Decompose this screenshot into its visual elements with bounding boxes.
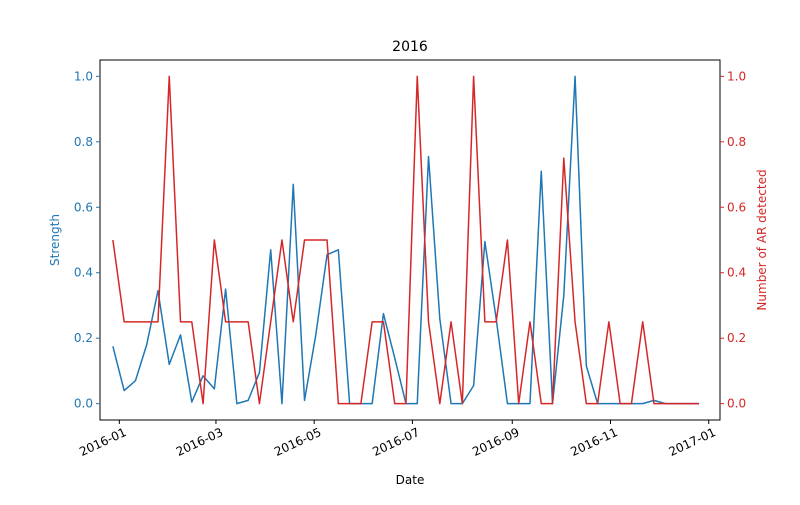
y-axis-right-label: Number of AR detected bbox=[755, 169, 769, 310]
x-tick-label: 2016-09 bbox=[470, 425, 521, 459]
y-right-tick-label: 0.8 bbox=[727, 135, 746, 149]
x-tick-label: 2016-05 bbox=[272, 425, 323, 459]
y-left-tick-label: 0.6 bbox=[74, 200, 93, 214]
y-left-tick-label: 0.4 bbox=[74, 266, 93, 280]
y-axis-left-label: Strength bbox=[48, 214, 62, 266]
y-right-tick-label: 0.2 bbox=[727, 331, 746, 345]
y-right-tick-label: 0.6 bbox=[727, 200, 746, 214]
series-line-left bbox=[112, 75, 700, 405]
plot-frame bbox=[99, 59, 721, 421]
x-tick-label: 2016-03 bbox=[174, 425, 225, 459]
y-left-tick-label: 1.0 bbox=[74, 69, 93, 83]
y-right-tick-label: 0.4 bbox=[727, 266, 746, 280]
y-right-tick-label: 0.0 bbox=[727, 397, 746, 411]
y-right-tick-label: 1.0 bbox=[727, 69, 746, 83]
y-left-tick-label: 0.8 bbox=[74, 135, 93, 149]
x-tick-label: 2016-01 bbox=[77, 425, 128, 459]
y-left-tick-label: 0.0 bbox=[74, 397, 93, 411]
y-left-tick-label: 0.2 bbox=[74, 331, 93, 345]
series-line-right bbox=[112, 75, 700, 405]
x-tick-label: 2017-01 bbox=[667, 425, 718, 459]
x-tick-label: 2016-07 bbox=[370, 425, 421, 459]
chart-title: 2016 bbox=[392, 39, 428, 55]
x-tick-label: 2016-11 bbox=[568, 425, 619, 459]
x-axis-label: Date bbox=[396, 473, 425, 487]
